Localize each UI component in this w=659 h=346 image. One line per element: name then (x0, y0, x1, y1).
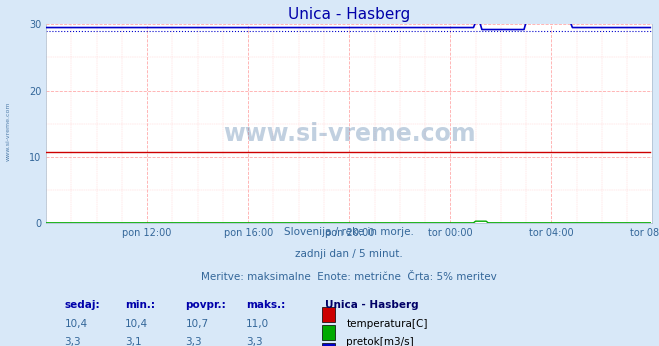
Text: 3,3: 3,3 (65, 337, 81, 346)
Text: pretok[m3/s]: pretok[m3/s] (346, 337, 414, 346)
Text: min.:: min.: (125, 300, 155, 310)
Text: www.si-vreme.com: www.si-vreme.com (6, 102, 11, 161)
Bar (322, 343, 335, 346)
Text: 3,1: 3,1 (125, 337, 142, 346)
Text: 10,4: 10,4 (65, 319, 88, 329)
Text: Meritve: maksimalne  Enote: metrične  Črta: 5% meritev: Meritve: maksimalne Enote: metrične Črta… (202, 272, 497, 282)
Text: zadnji dan / 5 minut.: zadnji dan / 5 minut. (295, 249, 403, 260)
Text: maks.:: maks.: (246, 300, 285, 310)
Text: www.si-vreme.com: www.si-vreme.com (223, 122, 476, 146)
Text: 3,3: 3,3 (186, 337, 202, 346)
Text: 11,0: 11,0 (246, 319, 270, 329)
Text: povpr.:: povpr.: (186, 300, 226, 310)
Text: 10,7: 10,7 (186, 319, 209, 329)
Bar (322, 307, 335, 322)
Text: 10,4: 10,4 (125, 319, 148, 329)
Bar (322, 325, 335, 340)
Text: sedaj:: sedaj: (65, 300, 100, 310)
Text: Slovenija / reke in morje.: Slovenija / reke in morje. (284, 227, 415, 237)
Title: Unica - Hasberg: Unica - Hasberg (288, 7, 411, 22)
Text: Unica - Hasberg: Unica - Hasberg (325, 300, 418, 310)
Text: 3,3: 3,3 (246, 337, 263, 346)
Text: temperatura[C]: temperatura[C] (346, 319, 428, 329)
